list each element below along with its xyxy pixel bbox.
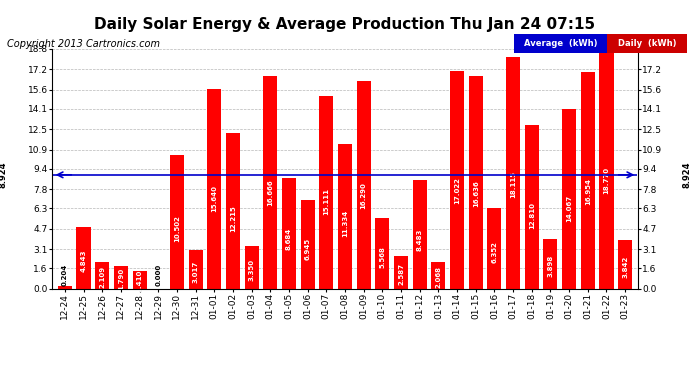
Text: 8.924: 8.924 (682, 162, 690, 188)
Text: 3.842: 3.842 (622, 255, 628, 278)
Bar (282, 178, 296, 289)
Text: 0.000: 0.000 (155, 263, 161, 285)
Text: Average  (kWh): Average (kWh) (524, 39, 598, 48)
Text: 16.636: 16.636 (473, 180, 479, 207)
Text: 14.067: 14.067 (566, 194, 572, 222)
Bar (188, 250, 203, 289)
Text: 18.115: 18.115 (510, 171, 516, 198)
Bar (58, 286, 72, 289)
Text: 2.587: 2.587 (398, 263, 404, 285)
Text: Copyright 2013 Cartronics.com: Copyright 2013 Cartronics.com (7, 39, 160, 50)
Text: 16.954: 16.954 (585, 178, 591, 205)
Text: 15.111: 15.111 (324, 189, 329, 216)
Text: 3.017: 3.017 (193, 260, 199, 282)
Text: 17.022: 17.022 (454, 177, 460, 204)
Bar (207, 89, 221, 289)
Text: 5.568: 5.568 (380, 246, 385, 268)
Text: 11.334: 11.334 (342, 210, 348, 237)
Bar (413, 180, 426, 289)
Bar (394, 256, 408, 289)
Text: 12.810: 12.810 (529, 202, 535, 229)
Bar (95, 262, 109, 289)
Bar (618, 240, 632, 289)
Text: 16.666: 16.666 (267, 180, 273, 206)
Bar (600, 49, 613, 289)
Text: 16.290: 16.290 (361, 182, 366, 209)
Text: 8.924: 8.924 (0, 162, 8, 188)
Text: 3.898: 3.898 (547, 255, 553, 278)
Text: 18.770: 18.770 (604, 167, 609, 195)
Bar (114, 266, 128, 289)
Text: 3.350: 3.350 (248, 258, 255, 280)
Bar (77, 227, 90, 289)
Text: 6.352: 6.352 (491, 242, 497, 263)
Bar (264, 76, 277, 289)
Text: 8.483: 8.483 (417, 229, 423, 251)
Text: 6.945: 6.945 (305, 238, 310, 260)
Text: 1.790: 1.790 (118, 267, 124, 290)
Bar (170, 154, 184, 289)
Text: 0.204: 0.204 (62, 263, 68, 285)
Text: Daily Solar Energy & Average Production Thu Jan 24 07:15: Daily Solar Energy & Average Production … (95, 17, 595, 32)
Text: 2.109: 2.109 (99, 266, 105, 288)
Text: 2.068: 2.068 (435, 266, 442, 288)
Text: Daily  (kWh): Daily (kWh) (618, 39, 676, 48)
Bar (226, 133, 240, 289)
Bar (525, 125, 539, 289)
Bar (244, 246, 259, 289)
Bar (450, 72, 464, 289)
Text: 1.410: 1.410 (137, 270, 143, 292)
Bar (431, 262, 446, 289)
Bar (487, 208, 502, 289)
Text: 15.640: 15.640 (211, 185, 217, 212)
Bar (357, 81, 371, 289)
Text: 8.684: 8.684 (286, 228, 292, 250)
Bar (319, 96, 333, 289)
Bar (544, 239, 558, 289)
Bar (375, 217, 389, 289)
Bar (469, 76, 483, 289)
Bar (562, 109, 576, 289)
Bar (506, 57, 520, 289)
Text: 12.215: 12.215 (230, 205, 236, 232)
Bar (581, 72, 595, 289)
Bar (132, 271, 146, 289)
Bar (338, 144, 352, 289)
Bar (301, 200, 315, 289)
Text: 10.502: 10.502 (174, 215, 180, 242)
Text: 4.843: 4.843 (81, 250, 86, 272)
